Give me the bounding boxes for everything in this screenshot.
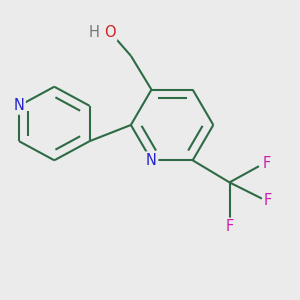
Text: N: N bbox=[146, 153, 157, 168]
Text: O: O bbox=[104, 25, 116, 40]
Text: F: F bbox=[264, 193, 272, 208]
Text: H: H bbox=[88, 25, 100, 40]
Text: F: F bbox=[225, 219, 234, 234]
Text: F: F bbox=[262, 156, 270, 171]
Text: N: N bbox=[14, 98, 24, 113]
